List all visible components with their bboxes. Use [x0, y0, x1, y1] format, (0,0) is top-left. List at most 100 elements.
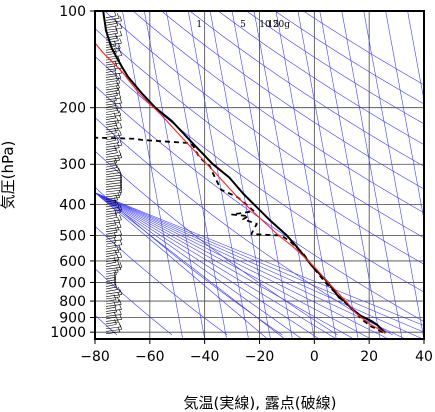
wind-barb-flag [119, 204, 123, 211]
dry-adiabat-line [189, 11, 424, 167]
wind-barb [105, 207, 120, 210]
x-tick-label: 40 [415, 349, 433, 365]
moist-adiabat-line [95, 192, 406, 339]
wind-barb [105, 197, 120, 200]
wind-barb-flag [114, 60, 118, 66]
wind-barb-flag [114, 162, 118, 168]
dry-adiabat-line [95, 117, 393, 336]
wind-barb [105, 187, 122, 190]
wind-barb [105, 232, 118, 235]
wind-barb-flag [116, 164, 120, 171]
wind-barb [105, 286, 117, 290]
wind-barb [105, 129, 119, 133]
wind-barb-flag [114, 249, 117, 255]
wind-barb [105, 139, 117, 143]
wind-barb [105, 304, 122, 307]
wind-barb-flag [119, 23, 123, 29]
wind-barb [105, 90, 119, 93]
wind-barb [105, 75, 117, 78]
wind-barb-flag [116, 137, 120, 143]
wind-barb [105, 117, 117, 121]
wind-barb-flag [119, 304, 122, 310]
wind-barb-flag [114, 157, 118, 163]
y-tick-label: 500 [59, 229, 86, 245]
wind-barb [105, 144, 123, 148]
wind-barb [105, 15, 117, 19]
wind-barb-flag [114, 120, 117, 126]
wind-barb-flag [117, 192, 120, 198]
wind-barb-flag [114, 306, 117, 313]
wind-barb-flag [117, 55, 120, 61]
wind-barb [105, 284, 117, 287]
wind-barb-flag [117, 142, 120, 148]
wind-barb [105, 246, 117, 250]
wind-barb-flag [119, 184, 123, 191]
wind-barb-flag [116, 254, 120, 260]
wind-barb-flag [113, 276, 117, 283]
dry-adiabat-line [95, 225, 228, 336]
mixing-ratio-label: 20g [273, 20, 290, 30]
wind-barb [105, 120, 122, 123]
wind-barb [105, 199, 118, 203]
wind-barb-flag [116, 247, 120, 253]
wind-barb-flag [114, 48, 117, 54]
wind-barb [105, 20, 122, 24]
moist-adiabat-line [95, 192, 372, 339]
wind-barb-flag [114, 269, 117, 275]
wind-barb-flag [115, 194, 119, 201]
wind-barb [105, 17, 120, 21]
wind-barb-flag [113, 311, 117, 318]
wind-barb [105, 125, 117, 128]
mixing-ratio-label: 10 [259, 20, 271, 30]
adiabat-mixing-lines [95, 11, 424, 339]
wind-barb-flag [118, 72, 122, 79]
wind-barb [105, 37, 117, 41]
wind-barb [105, 80, 118, 83]
wind-barb [105, 239, 122, 243]
x-tick-label: 20 [360, 349, 378, 365]
dry-adiabat-line [218, 11, 424, 145]
wind-barb-flag [116, 202, 120, 208]
wind-barb-flag [113, 232, 117, 238]
wind-barb-flag [113, 145, 117, 151]
wind-barb [105, 107, 122, 111]
wind-barb [105, 184, 122, 188]
wind-barb-flag [119, 229, 122, 235]
wind-barb [105, 115, 121, 118]
mixing-ratio-line [341, 11, 403, 339]
wind-barb [105, 179, 123, 183]
wind-barb [105, 110, 118, 113]
moist-adiabat-line [95, 192, 285, 339]
wind-barb [105, 214, 117, 218]
wind-barb [105, 65, 117, 68]
wind-barb-flag [118, 92, 122, 99]
dry-adiabat-line [95, 85, 424, 322]
x-axis: −80 −60 −40 −20 0 20 40 [80, 339, 433, 365]
y-tick-label: 100 [59, 4, 86, 20]
wind-barb-flag [114, 70, 117, 76]
dry-adiabat-line [95, 28, 424, 265]
wind-barb-flag [114, 33, 118, 39]
wind-barb [105, 40, 119, 43]
wind-barb-flag [116, 259, 120, 265]
wind-barb [105, 105, 117, 108]
wind-barb [105, 274, 117, 277]
mixing-ratio-line [385, 11, 424, 222]
wind-barb-flag [119, 50, 123, 56]
wind-barb-flag [115, 284, 118, 290]
wind-barb-flag [115, 147, 118, 153]
mixing-ratio-line [231, 11, 293, 339]
wind-barb-flag [117, 296, 120, 303]
wind-barb [105, 60, 120, 63]
wind-barb-flag [116, 107, 120, 113]
wind-barb [105, 27, 122, 31]
wind-barb-flag [113, 257, 117, 263]
wind-barb-flag [115, 28, 119, 34]
wind-barb [105, 192, 122, 195]
y-tick-label: 400 [59, 197, 86, 213]
mixing-ratio-line [363, 11, 424, 339]
wind-barb [105, 212, 121, 215]
wind-barb [105, 159, 120, 163]
wind-barb-flag [119, 314, 123, 320]
